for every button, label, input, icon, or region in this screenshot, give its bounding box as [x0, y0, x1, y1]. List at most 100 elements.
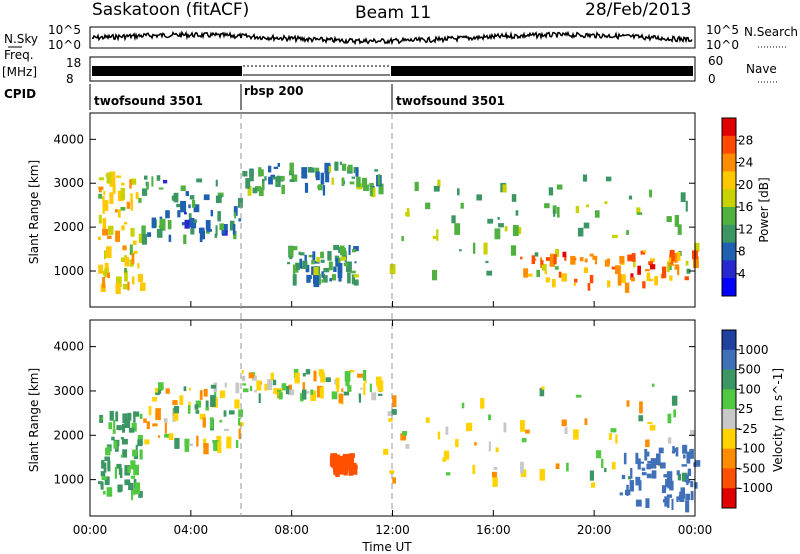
power-echoes	[97, 161, 700, 294]
velocity-echo-5	[646, 473, 652, 479]
velocity-echo-4	[392, 395, 397, 408]
power-colorbar-label: Power [dB]	[757, 177, 771, 242]
power-echo-3	[351, 274, 356, 285]
power-echo-2	[318, 184, 323, 191]
velocity-echo-2	[338, 393, 344, 404]
power-echo-3	[302, 260, 308, 269]
velocity-echo-3	[348, 453, 352, 457]
power-echo-0	[118, 209, 121, 218]
x-axis-label: Time UT	[361, 540, 412, 554]
velocity-echo-3	[334, 459, 339, 467]
power-echo-2	[320, 172, 325, 185]
power-echo-0	[109, 171, 116, 183]
power-echo-0	[108, 225, 114, 235]
power-echo-3	[323, 267, 330, 273]
velocity-echo-2	[302, 382, 305, 395]
velocity-echo-1	[228, 410, 235, 415]
power-echo-2	[369, 186, 373, 196]
power-echo-0	[139, 282, 146, 291]
power-echo-5	[693, 256, 699, 269]
velocity-echo-2	[341, 388, 344, 393]
power-echo-0	[116, 276, 122, 288]
power-echo-1	[151, 217, 156, 229]
velocity-echo-0	[133, 464, 139, 476]
velocity-echo-4	[472, 465, 476, 475]
velocity-echo-4	[667, 413, 672, 424]
power-echo-1	[215, 179, 218, 187]
frequency-strip: Freq. [MHz] 18 8 60 0 Nave	[2, 48, 778, 86]
power-echo-0	[107, 235, 112, 239]
velocity-echo-4	[591, 482, 596, 488]
noise-tick-right-top: 10^5	[706, 23, 739, 37]
velocity-echo-5	[635, 476, 641, 486]
power-echo-0	[124, 270, 128, 282]
noise-trace	[91, 30, 693, 46]
noise-strip: N.Sky 10^5 10^0 10^5 10^0 N.Search	[4, 23, 798, 52]
power-echo-4	[604, 201, 608, 205]
power-echo-1	[176, 203, 182, 208]
power-panel: 1000 2000 3000 4000 Slant Range [km]	[27, 112, 700, 308]
velocity-echo-5	[687, 468, 692, 476]
power-echo-2	[264, 176, 267, 181]
velocity-colorbar-tick-label-4: -25	[738, 422, 758, 436]
power-echo-0	[120, 207, 126, 211]
power-echo-3	[328, 261, 333, 271]
velocity-colorbar-swatch-7	[722, 468, 736, 489]
power-echo-1	[141, 225, 146, 235]
power-colorbar-tick-label-3: 16	[738, 200, 753, 214]
power-echo-3	[351, 249, 357, 253]
velocity-echo-5	[619, 492, 623, 496]
velocity-echo-5	[625, 489, 631, 496]
power-echo-2	[301, 167, 307, 179]
velocity-echo-0	[100, 417, 104, 420]
velocity-echo-4	[601, 458, 604, 468]
velocity-colorbar-tick-label-3: 25	[738, 402, 753, 416]
power-echo-2	[277, 162, 280, 167]
velocity-colorbar-frame	[721, 329, 737, 509]
velocity-echo-5	[672, 448, 678, 453]
velocity-ylabel: Slant Range [km]	[27, 368, 41, 472]
power-echo-2	[242, 171, 248, 177]
power-colorbar-swatch-4	[722, 189, 736, 208]
velocity-echo-0	[103, 490, 106, 495]
velocity-echo-1	[155, 392, 160, 396]
velocity-echo-1	[196, 435, 199, 447]
velocity-echo-0	[100, 471, 106, 477]
velocity-echo-3	[337, 456, 343, 463]
power-echo-2	[261, 182, 264, 190]
power-echo-1	[167, 220, 172, 230]
velocity-echo-3	[329, 456, 332, 466]
power-echo-0	[98, 177, 104, 181]
velocity-echo-1	[173, 409, 179, 421]
x-tick-label-3: 12:00	[375, 523, 410, 537]
power-echo-4	[628, 195, 633, 200]
velocity-echo-2	[363, 383, 366, 395]
velocity-echo-1	[172, 400, 178, 405]
power-echo-5	[589, 275, 594, 284]
power-echo-3	[340, 256, 346, 261]
velocity-echo-3	[340, 464, 345, 472]
velocity-echo-0	[122, 423, 126, 433]
power-echo-3	[340, 245, 345, 256]
power-echo-1	[215, 225, 218, 236]
velocity-echo-2	[317, 385, 323, 398]
velocity-echo-4	[474, 442, 477, 446]
velocity-echo-4	[638, 415, 644, 422]
cpid-segment-3: twofsound 3501	[396, 94, 505, 108]
velocity-echo-4	[392, 477, 396, 484]
power-echo-4	[460, 202, 464, 209]
velocity-echo-5	[638, 480, 642, 491]
power-echo-2	[331, 177, 334, 185]
power-echo-5	[669, 275, 673, 281]
power-echo-4	[606, 176, 612, 182]
power-echo-1	[181, 222, 185, 226]
x-tick-label-1: 04:00	[174, 523, 209, 537]
velocity-echo-5	[672, 446, 675, 449]
velocity-echo-0	[111, 436, 115, 441]
cpid-segment-2: rbsp 200	[244, 84, 303, 98]
velocity-echo-5	[667, 500, 670, 508]
power-echo-2	[361, 177, 368, 188]
power-echo-3	[293, 264, 296, 274]
velocity-echo-4	[615, 434, 618, 444]
velocity-echo-5	[689, 448, 694, 459]
